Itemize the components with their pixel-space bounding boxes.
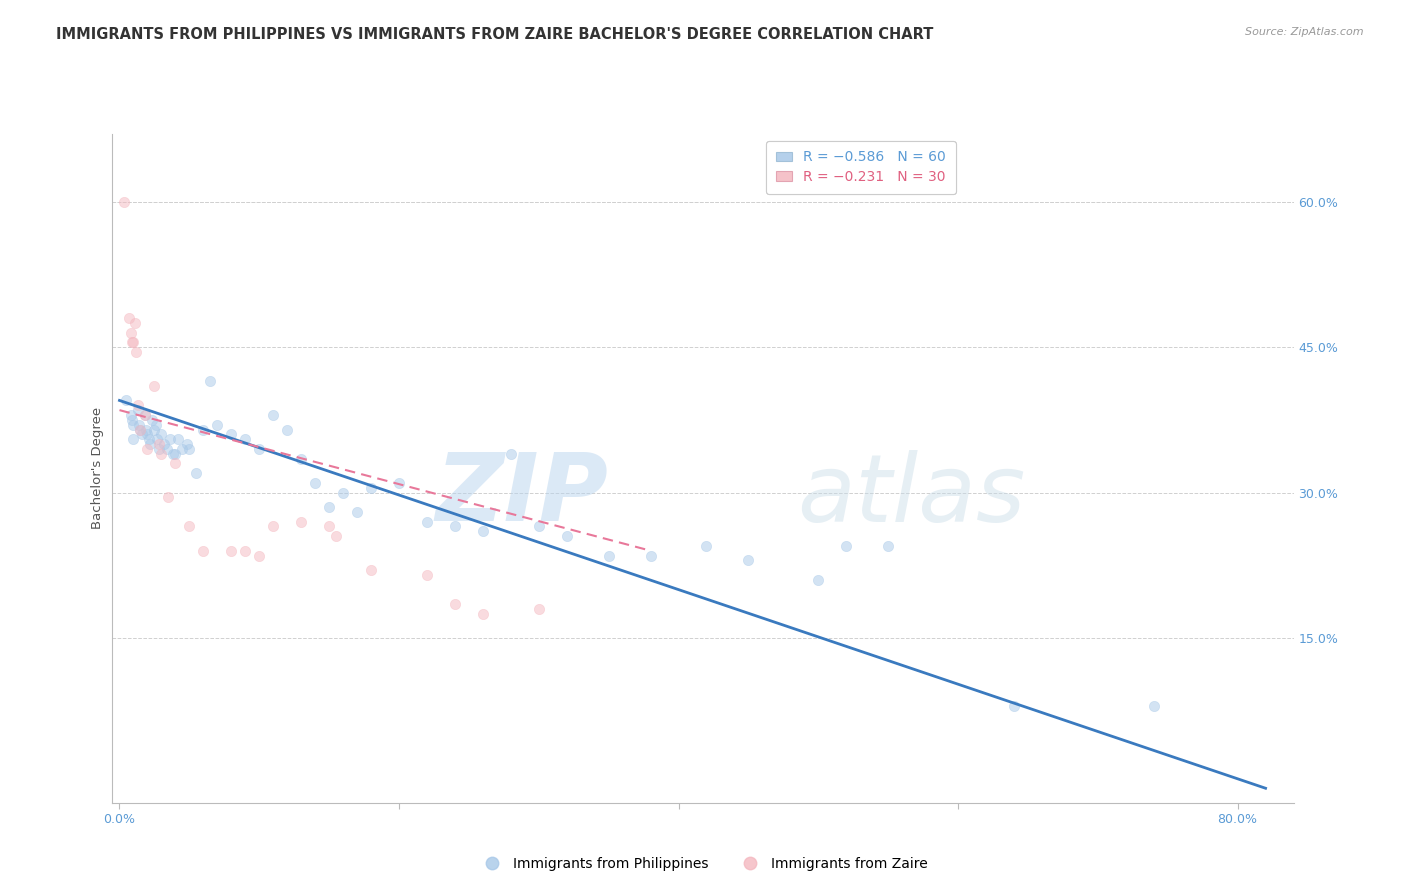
Point: [247, 442, 270, 456]
Point: [219, 543, 242, 558]
Point: [219, 427, 242, 442]
Point: [125, 345, 148, 359]
Point: [325, 529, 347, 543]
Point: [148, 437, 170, 451]
Point: [172, 442, 194, 456]
Point: [179, 519, 201, 533]
Point: [1002, 698, 1025, 713]
Point: [136, 442, 159, 456]
Point: [159, 432, 181, 446]
Point: [121, 335, 143, 350]
Point: [150, 427, 173, 442]
Point: [807, 573, 830, 587]
Point: [139, 437, 162, 451]
Point: [276, 423, 298, 437]
Point: [290, 451, 312, 466]
Point: [131, 427, 153, 442]
Point: [115, 393, 138, 408]
Point: [247, 549, 270, 563]
Point: [388, 475, 411, 490]
Legend: R = −0.586   N = 60, R = −0.231   N = 30: R = −0.586 N = 60, R = −0.231 N = 30: [766, 141, 956, 194]
Point: [150, 447, 173, 461]
Point: [127, 403, 149, 417]
Point: [207, 417, 229, 432]
Point: [118, 311, 141, 326]
Point: [122, 432, 145, 446]
Point: [146, 432, 169, 446]
Point: [360, 563, 382, 577]
Point: [157, 491, 180, 505]
Point: [120, 408, 142, 422]
Point: [112, 194, 135, 209]
Point: [346, 505, 368, 519]
Point: [262, 519, 284, 533]
Y-axis label: Bachelor's Degree: Bachelor's Degree: [91, 408, 104, 529]
Point: [695, 539, 717, 553]
Point: [304, 475, 326, 490]
Point: [416, 568, 439, 582]
Point: [318, 500, 340, 514]
Point: [138, 432, 160, 446]
Point: [134, 408, 156, 422]
Text: atlas: atlas: [797, 450, 1026, 541]
Point: [737, 553, 759, 567]
Point: [598, 549, 620, 563]
Point: [332, 485, 354, 500]
Point: [141, 413, 163, 427]
Point: [471, 524, 494, 539]
Point: [444, 519, 467, 533]
Point: [143, 379, 166, 393]
Point: [640, 549, 662, 563]
Point: [124, 316, 146, 330]
Point: [176, 437, 198, 451]
Point: [121, 413, 143, 427]
Point: [186, 466, 208, 480]
Point: [193, 423, 215, 437]
Point: [156, 442, 179, 456]
Text: Source: ZipAtlas.com: Source: ZipAtlas.com: [1246, 27, 1364, 37]
Point: [290, 515, 312, 529]
Point: [167, 432, 190, 446]
Point: [129, 423, 152, 437]
Point: [165, 447, 187, 461]
Point: [318, 519, 340, 533]
Point: [128, 417, 150, 432]
Point: [360, 481, 382, 495]
Point: [877, 539, 900, 553]
Text: IMMIGRANTS FROM PHILIPPINES VS IMMIGRANTS FROM ZAIRE BACHELOR'S DEGREE CORRELATI: IMMIGRANTS FROM PHILIPPINES VS IMMIGRANT…: [56, 27, 934, 42]
Point: [153, 437, 176, 451]
Point: [200, 374, 222, 388]
Point: [148, 442, 170, 456]
Point: [122, 417, 145, 432]
Point: [835, 539, 858, 553]
Point: [416, 515, 439, 529]
Point: [444, 597, 467, 611]
Point: [136, 427, 159, 442]
Point: [165, 457, 187, 471]
Point: [122, 335, 145, 350]
Point: [162, 447, 184, 461]
Point: [233, 543, 256, 558]
Point: [233, 432, 256, 446]
Point: [143, 423, 166, 437]
Point: [527, 519, 550, 533]
Point: [499, 447, 522, 461]
Point: [527, 602, 550, 616]
Point: [134, 408, 156, 422]
Point: [129, 423, 152, 437]
Point: [145, 417, 167, 432]
Point: [127, 398, 149, 412]
Text: ZIP: ZIP: [436, 449, 609, 541]
Point: [135, 423, 157, 437]
Point: [120, 326, 142, 340]
Point: [1143, 698, 1166, 713]
Point: [555, 529, 578, 543]
Point: [193, 543, 215, 558]
Point: [179, 442, 201, 456]
Point: [471, 607, 494, 621]
Point: [262, 408, 284, 422]
Legend: Immigrants from Philippines, Immigrants from Zaire: Immigrants from Philippines, Immigrants …: [472, 851, 934, 876]
